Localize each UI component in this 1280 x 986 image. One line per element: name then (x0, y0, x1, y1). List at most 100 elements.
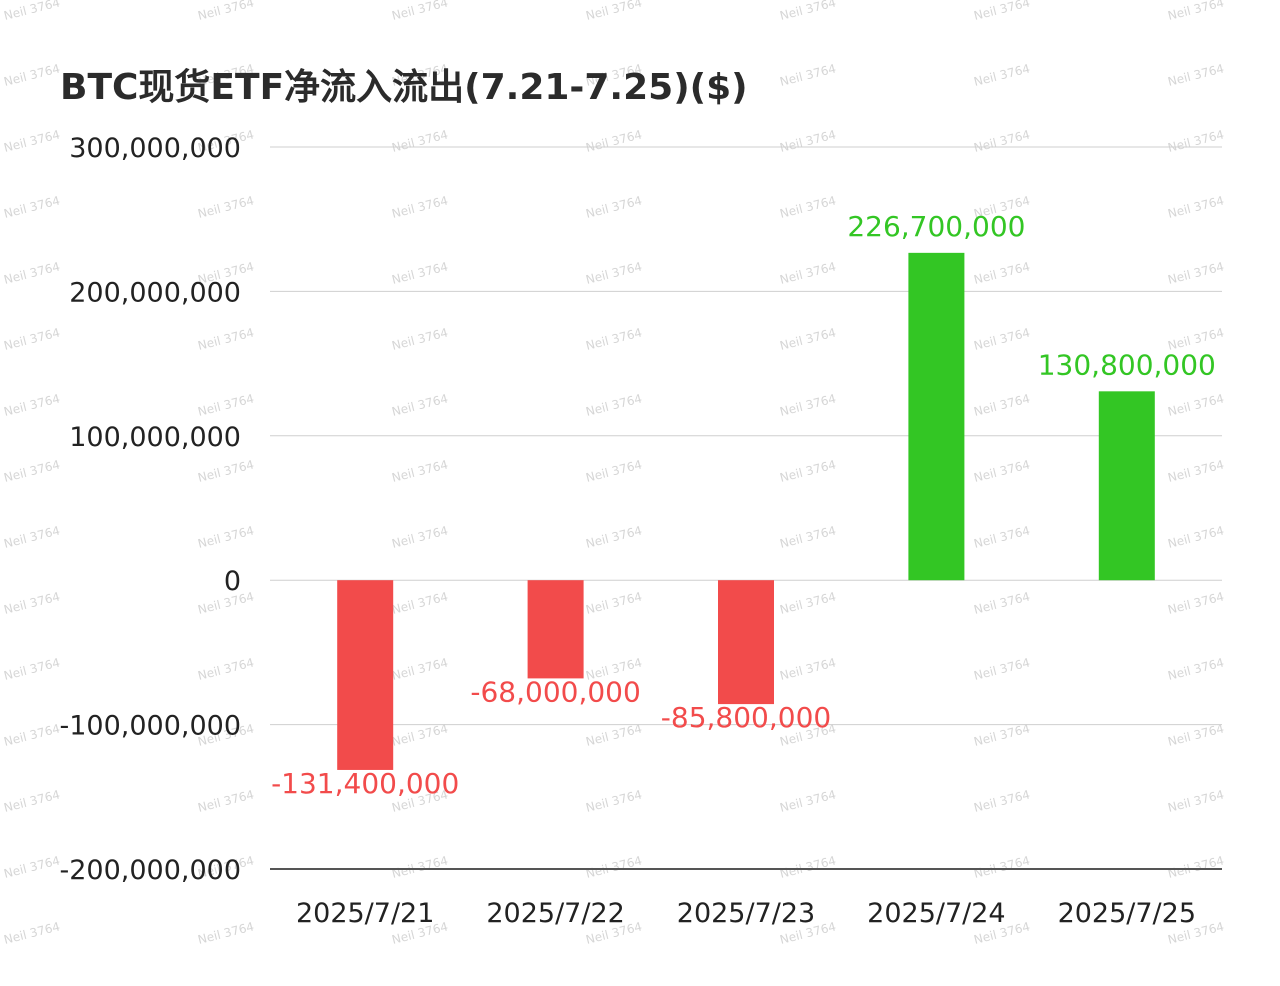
watermark-text: Neil 3764 (972, 0, 1031, 23)
watermark-text: Neil 3764 (2, 325, 61, 352)
watermark-text: Neil 3764 (584, 391, 643, 418)
watermark-text: Neil 3764 (390, 457, 449, 484)
chart-title: BTC现货ETF净流入流出(7.21-7.25)($) (60, 67, 748, 108)
watermark-text: Neil 3764 (778, 325, 837, 352)
watermark-text: Neil 3764 (778, 61, 837, 88)
watermark-text: Neil 3764 (778, 391, 837, 418)
watermark-text: Neil 3764 (1166, 523, 1225, 550)
watermark-text: Neil 3764 (778, 127, 837, 154)
watermark-text: Neil 3764 (972, 127, 1031, 154)
watermark-text: Neil 3764 (196, 0, 255, 23)
watermark-text: Neil 3764 (1166, 655, 1225, 682)
watermark-text: Neil 3764 (2, 391, 61, 418)
watermark-text: Neil 3764 (196, 787, 255, 814)
x-tick-label: 2025/7/24 (867, 898, 1005, 929)
bar (1098, 391, 1155, 581)
watermark-text: Neil 3764 (390, 0, 449, 23)
watermark-text: Neil 3764 (2, 193, 61, 220)
bar (908, 252, 965, 581)
watermark-text: Neil 3764 (196, 919, 255, 946)
watermark-text: Neil 3764 (584, 325, 643, 352)
watermark-text: Neil 3764 (778, 193, 837, 220)
watermark-text: Neil 3764 (584, 127, 643, 154)
watermark-text: Neil 3764 (1166, 853, 1225, 880)
x-tick-label: 2025/7/21 (296, 898, 434, 929)
watermark-text: Neil 3764 (390, 523, 449, 550)
watermark-text: Neil 3764 (1166, 259, 1225, 286)
watermark-text: Neil 3764 (972, 655, 1031, 682)
x-tick-label: 2025/7/22 (486, 898, 624, 929)
watermark-text: Neil 3764 (2, 787, 61, 814)
bars (337, 252, 1155, 770)
y-tick-label: 200,000,000 (69, 277, 241, 308)
watermark-text: Neil 3764 (778, 0, 837, 23)
watermark-text: Neil 3764 (196, 391, 255, 418)
watermark-text: Neil 3764 (2, 127, 61, 154)
watermark-text: Neil 3764 (1166, 193, 1225, 220)
watermark-text: Neil 3764 (2, 259, 61, 286)
watermark-text: Neil 3764 (972, 853, 1031, 880)
watermark-text: Neil 3764 (1166, 589, 1225, 616)
watermark-text: Neil 3764 (2, 589, 61, 616)
bar-value-label: 226,700,000 (847, 210, 1025, 243)
watermark-text: Neil 3764 (972, 523, 1031, 550)
bar-value-label: -85,800,000 (661, 701, 831, 734)
watermark-text: Neil 3764 (584, 193, 643, 220)
watermark-text: Neil 3764 (390, 259, 449, 286)
watermark-text: Neil 3764 (778, 457, 837, 484)
watermark-text: Neil 3764 (584, 457, 643, 484)
watermark-text: Neil 3764 (584, 853, 643, 880)
watermark-text: Neil 3764 (2, 721, 61, 748)
watermark-text: Neil 3764 (972, 325, 1031, 352)
watermark-text: Neil 3764 (1166, 391, 1225, 418)
watermark-text: Neil 3764 (972, 721, 1031, 748)
watermark-text: Neil 3764 (390, 193, 449, 220)
y-tick-label: -200,000,000 (59, 855, 241, 886)
watermark-text: Neil 3764 (972, 787, 1031, 814)
watermark-text: Neil 3764 (1166, 0, 1225, 23)
watermark-text: Neil 3764 (1166, 721, 1225, 748)
watermark-text: Neil 3764 (390, 589, 449, 616)
watermark-text: Neil 3764 (1166, 457, 1225, 484)
watermark-text: Neil 3764 (584, 0, 643, 23)
watermark-text: Neil 3764 (196, 457, 255, 484)
watermark-text: Neil 3764 (2, 0, 61, 23)
grid-lines (270, 146, 1222, 870)
y-tick-label: 300,000,000 (69, 133, 241, 164)
watermark-text: Neil 3764 (778, 259, 837, 286)
watermark-text: Neil 3764 (196, 193, 255, 220)
x-tick-label: 2025/7/25 (1058, 898, 1196, 929)
watermark-text: Neil 3764 (1166, 61, 1225, 88)
watermark-text: Neil 3764 (972, 259, 1031, 286)
watermark-text: Neil 3764 (778, 787, 837, 814)
watermark-text: Neil 3764 (2, 523, 61, 550)
watermark-text: Neil 3764 (584, 259, 643, 286)
y-tick-label: 0 (224, 566, 241, 597)
bar (718, 580, 774, 705)
watermark-text: Neil 3764 (390, 853, 449, 880)
watermark-text: Neil 3764 (1166, 787, 1225, 814)
watermark-text: Neil 3764 (2, 853, 61, 880)
bar-value-label: -68,000,000 (470, 675, 640, 708)
watermark-text: Neil 3764 (196, 523, 255, 550)
watermark-text: Neil 3764 (584, 523, 643, 550)
watermark-text: Neil 3764 (778, 853, 837, 880)
watermark-text: Neil 3764 (2, 919, 61, 946)
watermark-text: Neil 3764 (972, 457, 1031, 484)
watermark-text: Neil 3764 (2, 655, 61, 682)
watermark-text: Neil 3764 (390, 127, 449, 154)
watermark-text: Neil 3764 (972, 391, 1031, 418)
data-labels: -131,400,000 -68,000,000 -85,800,000 226,70… (271, 210, 1216, 800)
watermark-text: Neil 3764 (390, 655, 449, 682)
bar (337, 580, 394, 770)
x-tick-label: 2025/7/23 (677, 898, 815, 929)
watermark-text: Neil 3764 (972, 61, 1031, 88)
watermark-text: Neil 3764 (196, 325, 255, 352)
watermark-text: Neil 3764 (972, 589, 1031, 616)
watermark-text: Neil 3764 (390, 325, 449, 352)
watermark-text: Neil 3764 (390, 391, 449, 418)
x-axis-labels: 2025/7/21 2025/7/22 2025/7/23 2025/7/24 2025… (296, 898, 1196, 929)
watermark-text: Neil 3764 (778, 523, 837, 550)
y-axis-ticks: 300,000,000 200,000,000 100,000,000 0 -100,0… (59, 133, 241, 886)
bar-value-label: -131,400,000 (271, 767, 459, 800)
